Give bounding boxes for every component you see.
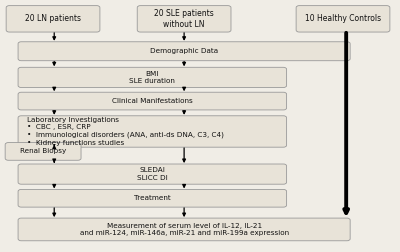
FancyBboxPatch shape <box>6 6 100 32</box>
FancyBboxPatch shape <box>137 6 231 32</box>
FancyBboxPatch shape <box>18 164 286 184</box>
Text: 10 Healthy Controls: 10 Healthy Controls <box>305 14 381 23</box>
Text: Clinical Manifestations: Clinical Manifestations <box>112 98 193 104</box>
Text: Measurement of serum level of IL-12, IL-21
and miR-124, miR-146a, miR-21 and miR: Measurement of serum level of IL-12, IL-… <box>80 223 289 236</box>
FancyBboxPatch shape <box>296 6 390 32</box>
FancyBboxPatch shape <box>18 42 350 61</box>
FancyBboxPatch shape <box>18 218 350 241</box>
Text: Renal Biopsy: Renal Biopsy <box>20 148 66 154</box>
FancyBboxPatch shape <box>5 143 81 160</box>
Text: Demographic Data: Demographic Data <box>150 48 218 54</box>
Text: SLEDAI
SLICC DI: SLEDAI SLICC DI <box>137 167 168 181</box>
Text: 20 LN patients: 20 LN patients <box>25 14 81 23</box>
Text: 20 SLE patients
without LN: 20 SLE patients without LN <box>154 9 214 29</box>
Text: Laboratory Investigations
•  CBC , ESR, CRP
•  Immunological disorders (ANA, ant: Laboratory Investigations • CBC , ESR, C… <box>27 117 224 146</box>
Text: BMI
SLE duration: BMI SLE duration <box>129 71 175 84</box>
FancyBboxPatch shape <box>18 190 286 207</box>
FancyBboxPatch shape <box>18 67 286 87</box>
FancyBboxPatch shape <box>18 116 286 147</box>
FancyBboxPatch shape <box>18 92 286 110</box>
Text: Treatment: Treatment <box>134 195 171 201</box>
